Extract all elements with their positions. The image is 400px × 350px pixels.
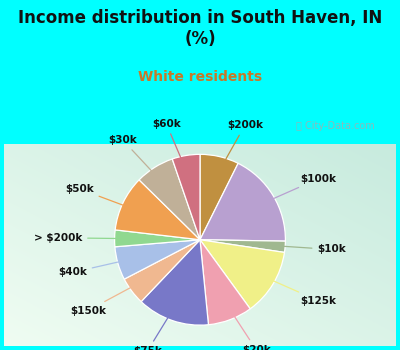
Text: $10k: $10k (264, 245, 346, 254)
Text: $100k: $100k (255, 174, 337, 207)
Text: $60k: $60k (152, 119, 189, 176)
Text: ⧗ City-Data.com: ⧗ City-Data.com (296, 121, 375, 131)
Wedge shape (200, 154, 238, 240)
Text: $20k: $20k (223, 300, 271, 350)
Wedge shape (114, 230, 200, 247)
Text: > $200k: > $200k (34, 233, 136, 243)
Text: $150k: $150k (70, 278, 148, 316)
Text: White residents: White residents (138, 70, 262, 84)
Wedge shape (200, 163, 286, 241)
Wedge shape (139, 159, 200, 240)
Wedge shape (172, 154, 200, 240)
Wedge shape (200, 240, 250, 325)
Wedge shape (115, 180, 200, 240)
Text: Income distribution in South Haven, IN
(%): Income distribution in South Haven, IN (… (18, 9, 382, 48)
Wedge shape (141, 240, 208, 325)
Wedge shape (115, 240, 200, 279)
Text: $30k: $30k (108, 135, 165, 186)
Wedge shape (200, 240, 284, 309)
Text: $75k: $75k (133, 300, 178, 350)
Text: $200k: $200k (216, 120, 263, 177)
Text: $125k: $125k (255, 273, 337, 306)
Text: $40k: $40k (58, 257, 138, 278)
Text: $50k: $50k (65, 184, 142, 212)
Wedge shape (124, 240, 200, 302)
Wedge shape (200, 240, 285, 252)
